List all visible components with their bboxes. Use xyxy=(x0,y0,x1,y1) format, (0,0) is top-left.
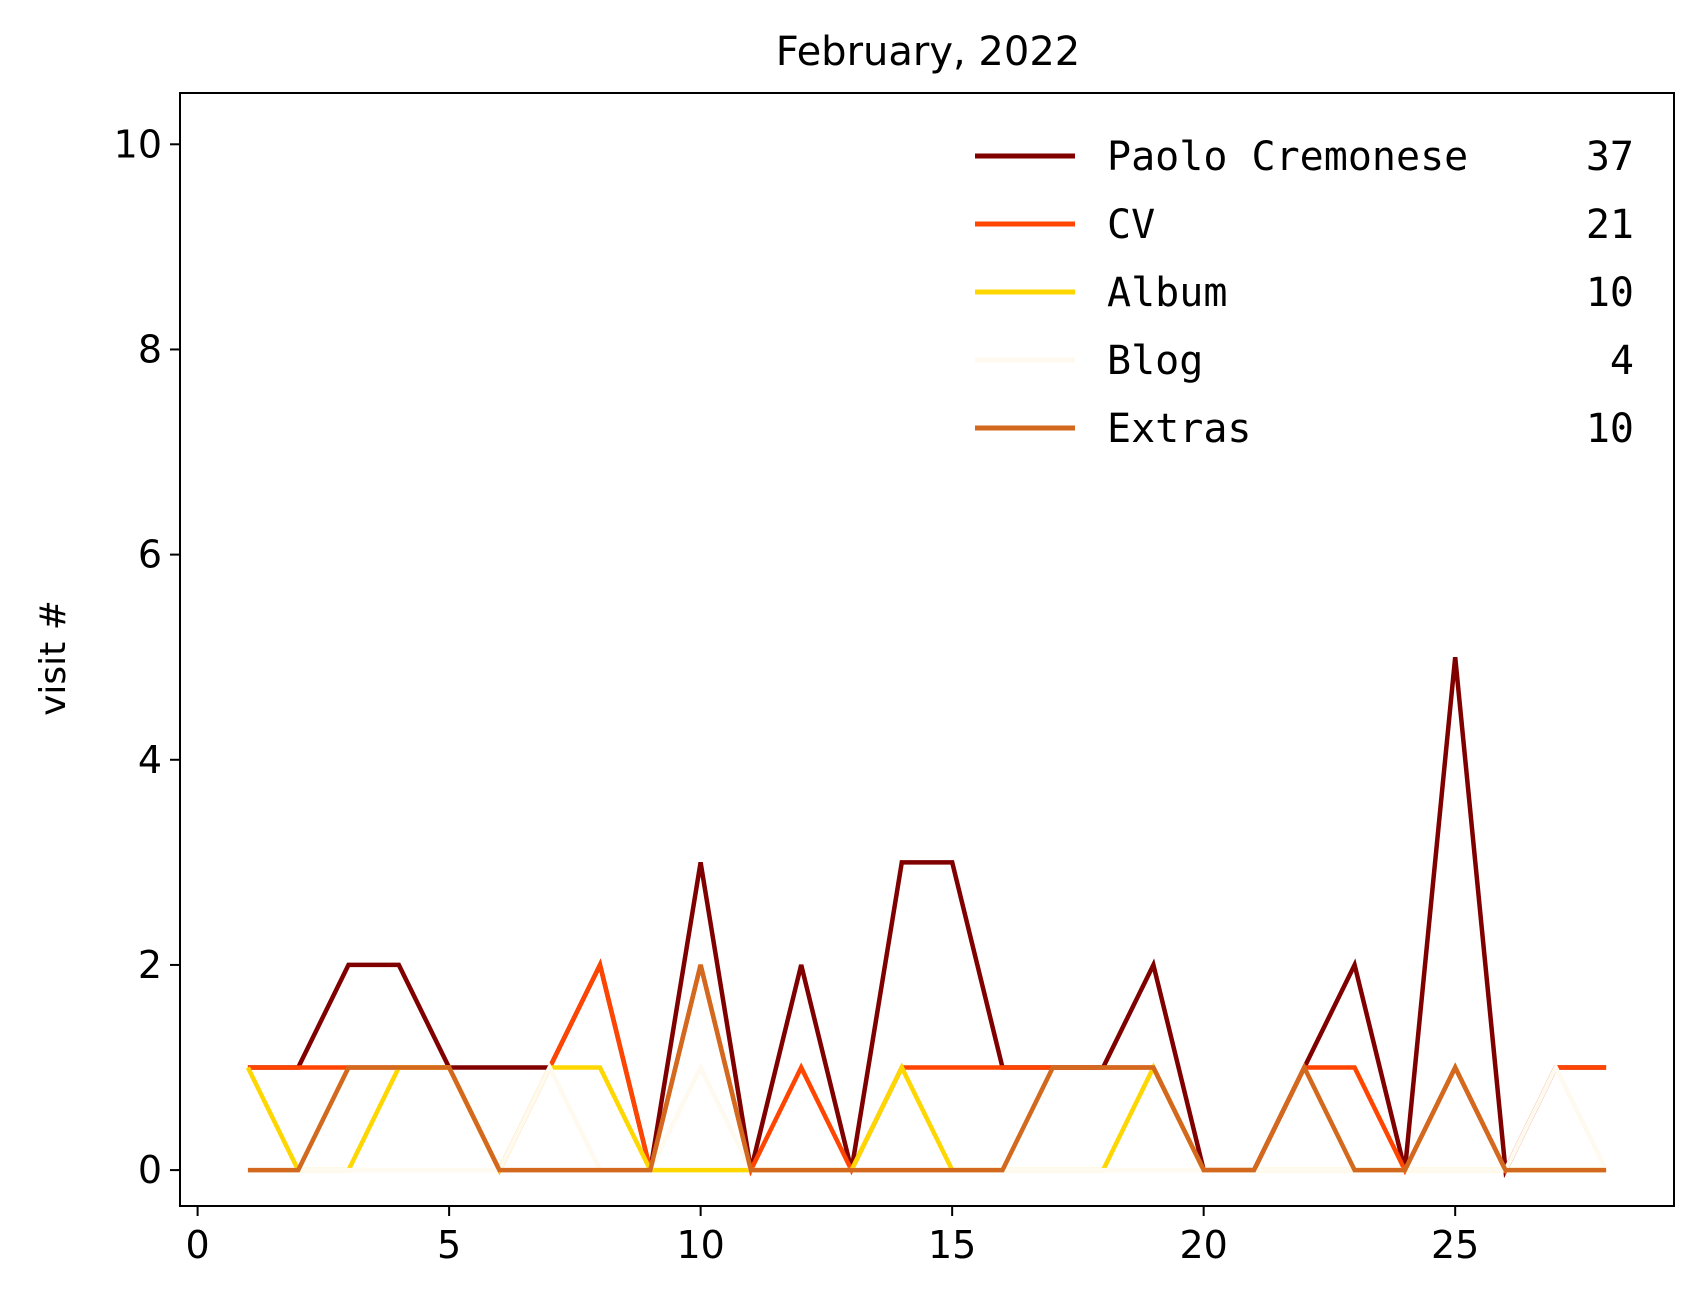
x-tick-label: 15 xyxy=(928,1223,976,1267)
legend-label: CV xyxy=(1107,202,1155,248)
chart-title: February, 2022 xyxy=(776,29,1080,75)
series-line-4 xyxy=(247,964,1607,1173)
legend-label: Extras xyxy=(1107,406,1252,452)
legend-total: 37 xyxy=(1586,134,1634,180)
y-tick-label: 0 xyxy=(138,1148,162,1192)
series-line-0 xyxy=(247,656,1607,1179)
legend-total: 10 xyxy=(1586,406,1634,452)
legend-label: Blog xyxy=(1107,338,1203,384)
legend-label: Album xyxy=(1107,270,1227,316)
y-axis-label: visit # xyxy=(33,600,74,716)
x-tick-label: 25 xyxy=(1431,1223,1479,1267)
y-tick-label: 2 xyxy=(138,943,162,987)
x-tick-label: 0 xyxy=(186,1223,210,1267)
legend-total: 4 xyxy=(1610,338,1634,384)
legend-label: Paolo Cremonese xyxy=(1107,134,1468,180)
plot-frame xyxy=(179,92,1675,1207)
x-tick-label: 5 xyxy=(437,1223,461,1267)
legend: Paolo Cremonese 37 CV 21 Album 10 Blog 4 Extras 1… xyxy=(975,134,1634,452)
x-tick-label: 10 xyxy=(676,1223,724,1267)
y-tick-label: 6 xyxy=(138,533,162,577)
y-tick-label: 4 xyxy=(138,738,162,782)
y-tick-label: 10 xyxy=(114,122,162,166)
x-tick-label: 20 xyxy=(1179,1223,1227,1267)
x-axis: 0 5 10 15 20 25 xyxy=(186,1206,1479,1267)
y-tick-label: 8 xyxy=(138,327,162,371)
legend-total: 21 xyxy=(1586,202,1634,248)
plot-lines xyxy=(245,656,1609,1179)
legend-total: 10 xyxy=(1586,270,1634,316)
y-axis: 0 2 4 6 8 10 xyxy=(114,122,180,1192)
